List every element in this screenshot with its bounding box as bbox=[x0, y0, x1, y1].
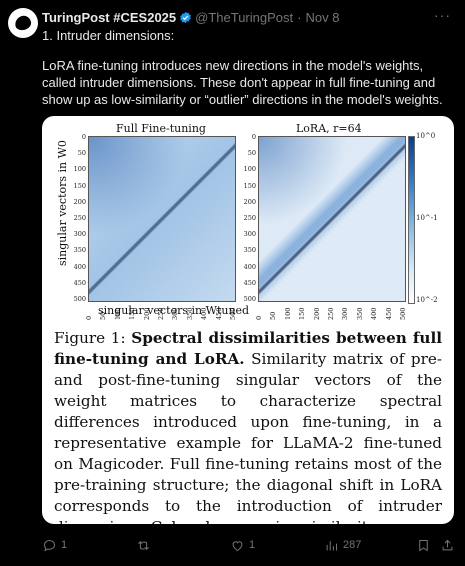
y-tick-label: 50 bbox=[247, 149, 256, 158]
verified-badge-icon bbox=[180, 11, 191, 23]
y-tick-label: 250 bbox=[73, 214, 86, 222]
colorbar-tick-bottom: 10^-2 bbox=[416, 296, 438, 304]
caption-bold: Spectral dissimilarities between full fi… bbox=[54, 329, 442, 368]
panel-title-full: Full Fine-tuning bbox=[116, 122, 206, 135]
x-tick-label: 150 bbox=[298, 307, 307, 320]
y-tick-label: 100 bbox=[73, 165, 86, 174]
heatmap-full-finetuning bbox=[88, 136, 236, 302]
x-tick-label: 100 bbox=[283, 307, 292, 320]
share-button[interactable] bbox=[440, 538, 455, 553]
x-tick-label: 300 bbox=[341, 307, 350, 320]
colorbar-tick-mid: 10^-1 bbox=[416, 214, 438, 222]
y-tick-label: 400 bbox=[243, 262, 256, 271]
y-tick-label: 300 bbox=[73, 230, 86, 239]
y-tick-label: 150 bbox=[73, 181, 86, 190]
more-options-icon[interactable]: ··· bbox=[434, 7, 451, 23]
post-text-body: LoRA fine-tuning introduces new directio… bbox=[42, 58, 443, 107]
y-tick-label: 100 bbox=[243, 165, 256, 174]
author-name[interactable]: TuringPost #CES2025 bbox=[42, 9, 177, 25]
x-tick-label: 450 bbox=[384, 307, 393, 320]
retweet-icon bbox=[138, 540, 149, 550]
caption-label: Figure 1: bbox=[54, 329, 126, 347]
x-tick-label: 0 bbox=[255, 315, 263, 320]
y-axis-label: singular vectors in W0 bbox=[56, 140, 69, 266]
figure-image[interactable]: Full Fine-tuning LoRA, r=64 0 50 100 150 200… bbox=[42, 116, 454, 524]
y-tick-label: 0 bbox=[251, 133, 256, 141]
y-tick-label: 150 bbox=[243, 181, 256, 190]
bookmark-icon bbox=[419, 539, 428, 551]
reply-button[interactable]: 1 bbox=[42, 538, 67, 553]
views-button[interactable]: 287 bbox=[324, 538, 361, 553]
y-tick-label: 450 bbox=[73, 278, 86, 287]
like-count: 1 bbox=[249, 539, 256, 551]
colorbar-tick-top: 10^0 bbox=[416, 132, 436, 140]
y-tick-label: 500 bbox=[73, 295, 86, 303]
x-tick-label: 400 bbox=[370, 307, 379, 320]
action-bar: 1 1 287 bbox=[42, 536, 457, 554]
x-tick-label: 200 bbox=[312, 307, 321, 320]
heart-icon bbox=[232, 540, 243, 551]
share-icon bbox=[442, 539, 453, 550]
y-tick-label: 350 bbox=[73, 246, 86, 255]
x-tick-label: 350 bbox=[355, 307, 364, 320]
heatmap-lora bbox=[258, 136, 406, 302]
y-tick-label: 300 bbox=[243, 230, 256, 239]
x-tick-label: 50 bbox=[269, 311, 278, 320]
views-count: 287 bbox=[343, 539, 362, 551]
x-tick-label: 250 bbox=[327, 307, 335, 320]
y-tick-label: 400 bbox=[73, 262, 86, 271]
y-tick-label: 200 bbox=[73, 197, 86, 206]
post-text-line1: 1. Intruder dimensions: bbox=[42, 28, 175, 43]
logo-blob-icon bbox=[13, 14, 33, 32]
y-tick-label: 200 bbox=[243, 197, 256, 206]
y-tick-label: 50 bbox=[77, 149, 86, 158]
like-button[interactable]: 1 bbox=[230, 538, 255, 553]
colorbar bbox=[408, 136, 415, 304]
reply-icon bbox=[43, 539, 56, 552]
retweet-button[interactable] bbox=[136, 538, 155, 553]
figure-caption: Figure 1: Spectral dissimilarities betwe… bbox=[54, 328, 442, 524]
bookmark-button[interactable] bbox=[416, 538, 431, 553]
y-tick-label: 450 bbox=[243, 278, 256, 287]
post-date[interactable]: Nov 8 bbox=[305, 9, 340, 25]
avatar[interactable] bbox=[8, 8, 38, 38]
author-handle[interactable]: @TheTuringPost bbox=[195, 9, 294, 25]
views-icon bbox=[326, 540, 337, 550]
y-tick-label: 0 bbox=[81, 133, 86, 141]
post-header: TuringPost #CES2025 @TheTuringPost · Nov… bbox=[42, 8, 435, 26]
y-tick-label: 350 bbox=[243, 246, 256, 255]
caption-rest: Similarity matrix of pre- and post-fine-… bbox=[54, 350, 443, 524]
x-axis-label: singular vectors in Wtuned bbox=[98, 304, 250, 317]
separator: · bbox=[297, 9, 302, 25]
reply-count: 1 bbox=[61, 539, 68, 551]
x-tick-label: 500 bbox=[399, 307, 407, 320]
y-tick-label: 250 bbox=[243, 214, 256, 222]
y-tick-label: 500 bbox=[243, 295, 256, 303]
panel-title-lora: LoRA, r=64 bbox=[296, 122, 362, 135]
x-tick-label: 0 bbox=[85, 315, 93, 320]
